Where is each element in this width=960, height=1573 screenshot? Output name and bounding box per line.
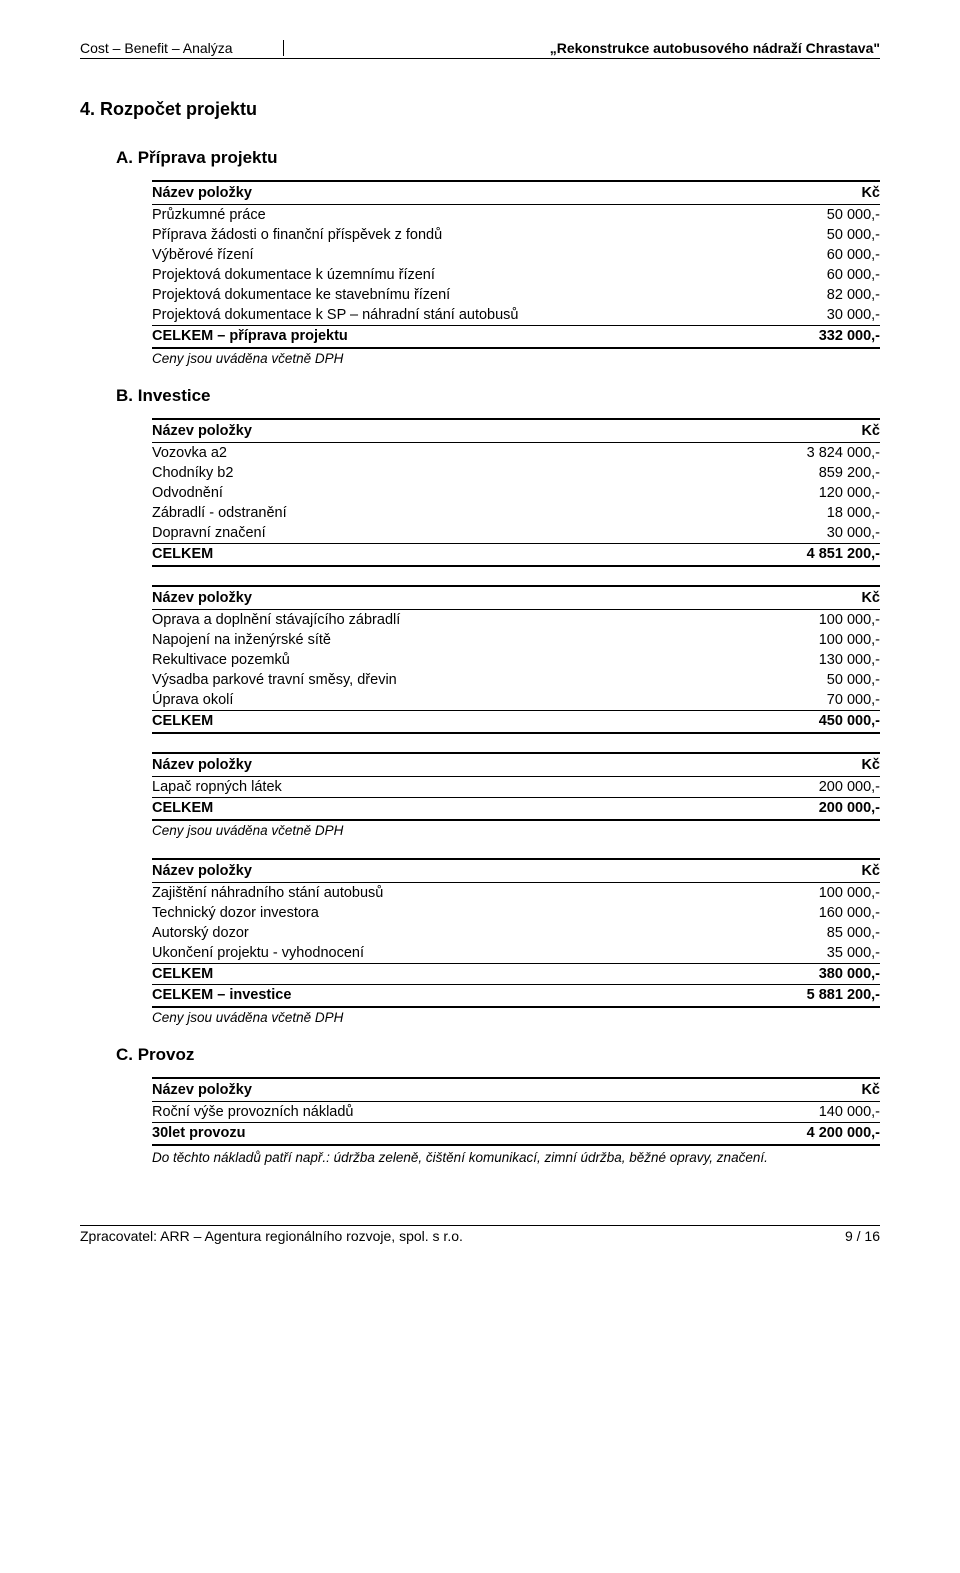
cell-value: 50 000,- — [776, 205, 880, 226]
cell-value: 3 824 000,- — [623, 443, 880, 464]
total-label: CELKEM — [152, 544, 623, 567]
header-left: Cost – Benefit – Analýza — [80, 40, 284, 56]
page-footer: Zpracovatel: ARR – Agentura regionálního… — [80, 1225, 880, 1244]
cell-label: Autorský dozor — [152, 923, 705, 943]
footnote-c: Do těchto nákladů patří např.: údržba ze… — [152, 1150, 880, 1165]
cell-value: 100 000,- — [705, 883, 880, 904]
footer-right: 9 / 16 — [845, 1228, 880, 1244]
cell-value: 130 000,- — [736, 650, 880, 670]
cell-value: 50 000,- — [776, 225, 880, 245]
cell-label: Rekultivace pozemků — [152, 650, 736, 670]
cell-label: Vozovka a2 — [152, 443, 623, 464]
cell-label: Projektová dokumentace ke stavebnímu říz… — [152, 285, 776, 305]
cell-label: Průzkumné práce — [152, 205, 776, 226]
cell-label: Dopravní značení — [152, 523, 623, 544]
col-header-value: Kč — [705, 859, 880, 883]
cell-value: 70 000,- — [736, 690, 880, 711]
table-b4: Název položkyKč Zajištění náhradního stá… — [152, 858, 880, 1027]
cell-label: Oprava a doplnění stávajícího zábradlí — [152, 610, 736, 631]
total-label: CELKEM — [152, 798, 646, 821]
total-value: 4 851 200,- — [623, 544, 880, 567]
cell-label: Zábradlí - odstranění — [152, 503, 623, 523]
header-right: „Rekonstrukce autobusového nádraží Chras… — [550, 40, 880, 56]
col-header-value: Kč — [686, 1078, 880, 1102]
cell-value: 30 000,- — [776, 305, 880, 326]
total-label: CELKEM — [152, 711, 736, 734]
cell-label: Technický dozor investora — [152, 903, 705, 923]
cell-label: Zajištění náhradního stání autobusů — [152, 883, 705, 904]
col-header-name: Název položky — [152, 1078, 686, 1102]
subtotal-value: 380 000,- — [705, 964, 880, 985]
cell-value: 100 000,- — [736, 610, 880, 631]
cell-value: 35 000,- — [705, 943, 880, 964]
cell-label: Výsadba parkové travní směsy, dřevin — [152, 670, 736, 690]
cell-label: Příprava žádosti o finanční příspěvek z … — [152, 225, 776, 245]
total-value: 200 000,- — [646, 798, 880, 821]
cell-value: 859 200,- — [623, 463, 880, 483]
cell-label: Odvodnění — [152, 483, 623, 503]
cell-label: Projektová dokumentace k územnímu řízení — [152, 265, 776, 285]
subsection-a-title: A. Příprava projektu — [116, 148, 880, 168]
cell-value: 18 000,- — [623, 503, 880, 523]
cell-value: 50 000,- — [736, 670, 880, 690]
cell-label: Úprava okolí — [152, 690, 736, 711]
total-label: CELKEM – investice — [152, 985, 705, 1008]
subsection-b-title: B. Investice — [116, 386, 880, 406]
footer-left: Zpracovatel: ARR – Agentura regionálního… — [80, 1228, 463, 1244]
total-value: 332 000,- — [776, 326, 880, 349]
col-header-value: Kč — [736, 586, 880, 610]
table-b1: Název položkyKč Vozovka a23 824 000,- Ch… — [152, 418, 880, 567]
cell-label: Chodníky b2 — [152, 463, 623, 483]
cell-label: Projektová dokumentace k SP – náhradní s… — [152, 305, 776, 326]
cell-label: Roční výše provozních nákladů — [152, 1102, 686, 1123]
cell-value: 60 000,- — [776, 265, 880, 285]
cell-value: 160 000,- — [705, 903, 880, 923]
col-header-value: Kč — [646, 753, 880, 777]
col-header-value: Kč — [776, 181, 880, 205]
cell-label: Napojení na inženýrské sítě — [152, 630, 736, 650]
cell-label: Ukončení projektu - vyhodnocení — [152, 943, 705, 964]
total-value: 5 881 200,- — [705, 985, 880, 1008]
subsection-c-title: C. Provoz — [116, 1045, 880, 1065]
table-c: Název položkyKč Roční výše provozních ná… — [152, 1077, 880, 1146]
col-header-name: Název položky — [152, 586, 736, 610]
cell-label: Výběrové řízení — [152, 245, 776, 265]
section-heading: 4. Rozpočet projektu — [80, 99, 880, 120]
table-note: Ceny jsou uváděna včetně DPH — [152, 1007, 880, 1027]
table-note: Ceny jsou uváděna včetně DPH — [152, 348, 880, 368]
cell-value: 120 000,- — [623, 483, 880, 503]
col-header-value: Kč — [623, 419, 880, 443]
cell-value: 60 000,- — [776, 245, 880, 265]
page-header: Cost – Benefit – Analýza „Rekonstrukce a… — [80, 40, 880, 59]
table-note: Ceny jsou uváděna včetně DPH — [152, 820, 880, 840]
subtotal-label: CELKEM — [152, 964, 705, 985]
table-a: Název položkyKč Průzkumné práce50 000,- … — [152, 180, 880, 368]
cell-value: 100 000,- — [736, 630, 880, 650]
total-label: CELKEM – příprava projektu — [152, 326, 776, 349]
col-header-name: Název položky — [152, 181, 776, 205]
cell-value: 200 000,- — [646, 777, 880, 798]
col-header-name: Název položky — [152, 419, 623, 443]
cell-label: Lapač ropných látek — [152, 777, 646, 798]
cell-value: 140 000,- — [686, 1102, 880, 1123]
cell-value: 30 000,- — [623, 523, 880, 544]
table-b3: Název položkyKč Lapač ropných látek200 0… — [152, 752, 880, 840]
col-header-name: Název položky — [152, 859, 705, 883]
total-value: 450 000,- — [736, 711, 880, 734]
cell-value: 82 000,- — [776, 285, 880, 305]
total-value: 4 200 000,- — [686, 1123, 880, 1146]
col-header-name: Název položky — [152, 753, 646, 777]
total-label: 30let provozu — [152, 1123, 686, 1146]
cell-value: 85 000,- — [705, 923, 880, 943]
table-b2: Název položkyKč Oprava a doplnění stávaj… — [152, 585, 880, 734]
